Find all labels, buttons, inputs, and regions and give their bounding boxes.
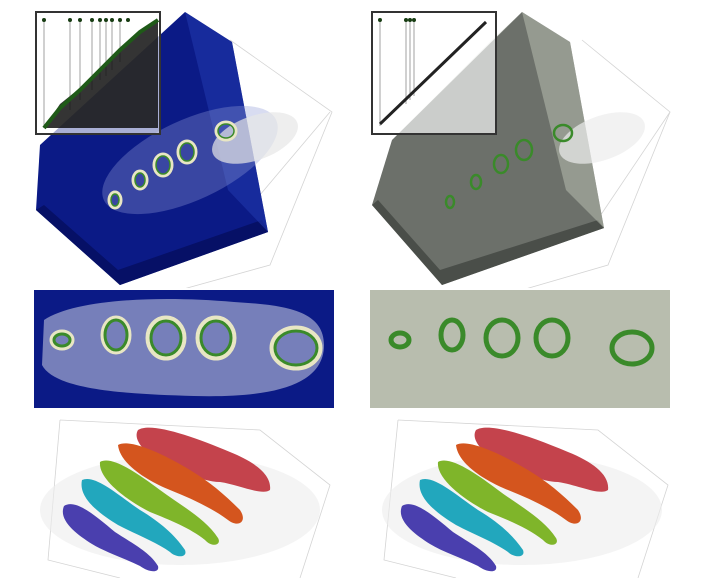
tf-stems (379, 20, 415, 126)
slab-bottom-edge (372, 200, 604, 285)
panel-bottom-left-segmentation (0, 410, 352, 578)
bone-red (474, 427, 609, 492)
bone-orange (118, 443, 243, 524)
tf-curve (378, 20, 488, 126)
bone-cyan (81, 478, 186, 557)
bone-rings-inner (52, 318, 319, 367)
tf-curve (42, 18, 160, 130)
panel-bottom-right-segmentation (352, 410, 705, 578)
tissue-halo-outside (559, 112, 645, 164)
bbox-lines (527, 39, 671, 288)
bone-rings-inner (110, 123, 235, 207)
bbox-lines (47, 419, 331, 578)
bone-red (136, 427, 271, 492)
tf-points (378, 18, 416, 22)
bone-rings-outer (49, 315, 323, 371)
blue-slice-render (34, 290, 334, 408)
slab-bottom-edge (36, 205, 268, 285)
bone-orange (456, 443, 581, 524)
blue-volume-render (35, 11, 333, 288)
tf-filled-curve (44, 20, 158, 128)
gray-volume-render (371, 11, 671, 288)
slab-right-face (522, 12, 604, 228)
bone-indigo (62, 504, 159, 572)
panel-mid-right-slice (370, 290, 670, 408)
bone-cyan (419, 478, 524, 557)
transfer-function-inset[interactable] (35, 11, 161, 135)
bone-segmentation (382, 419, 669, 578)
gray-slice-render (370, 290, 670, 408)
panel-top-left-volume (0, 0, 352, 288)
tf-points (42, 18, 130, 22)
panel-top-right-volume (352, 0, 705, 288)
bone-rings (388, 317, 655, 367)
transfer-function-inset[interactable] (371, 11, 497, 135)
panel-mid-left-slice (34, 290, 334, 408)
bone-rings (444, 123, 574, 210)
bone-rings (107, 120, 238, 210)
bone-lime (99, 460, 219, 545)
bone-segmentation (40, 419, 331, 578)
bone-indigo (400, 504, 497, 572)
bone-lime (437, 460, 557, 545)
bbox-lines (383, 419, 669, 578)
